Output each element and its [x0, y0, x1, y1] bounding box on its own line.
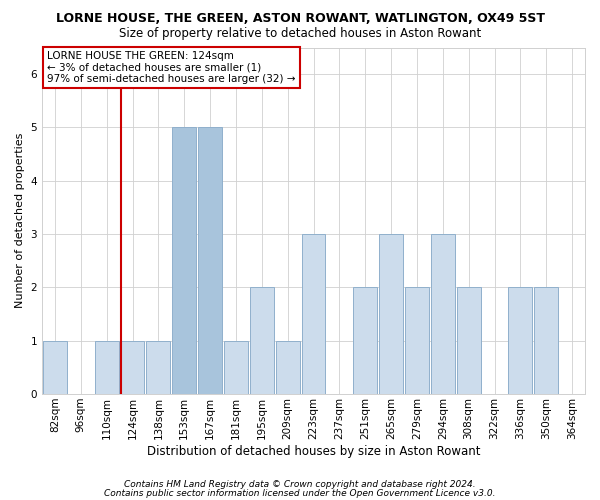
Text: Size of property relative to detached houses in Aston Rowant: Size of property relative to detached ho… [119, 28, 481, 40]
Bar [121, 340, 145, 394]
Y-axis label: Number of detached properties: Number of detached properties [15, 133, 25, 308]
Bar [224, 340, 248, 394]
Bar [508, 288, 532, 394]
Bar [276, 340, 299, 394]
Bar [302, 234, 325, 394]
Bar [353, 288, 377, 394]
Bar [43, 340, 67, 394]
Bar [95, 340, 119, 394]
Bar [405, 288, 429, 394]
Bar [431, 234, 455, 394]
Bar [535, 288, 558, 394]
Text: LORNE HOUSE, THE GREEN, ASTON ROWANT, WATLINGTON, OX49 5ST: LORNE HOUSE, THE GREEN, ASTON ROWANT, WA… [56, 12, 545, 26]
Bar [379, 234, 403, 394]
Text: Contains HM Land Registry data © Crown copyright and database right 2024.: Contains HM Land Registry data © Crown c… [124, 480, 476, 489]
Bar [457, 288, 481, 394]
Text: Contains public sector information licensed under the Open Government Licence v3: Contains public sector information licen… [104, 488, 496, 498]
Bar [146, 340, 170, 394]
X-axis label: Distribution of detached houses by size in Aston Rowant: Distribution of detached houses by size … [147, 444, 480, 458]
Bar [198, 128, 222, 394]
Bar [250, 288, 274, 394]
Text: LORNE HOUSE THE GREEN: 124sqm
← 3% of detached houses are smaller (1)
97% of sem: LORNE HOUSE THE GREEN: 124sqm ← 3% of de… [47, 51, 296, 84]
Bar [172, 128, 196, 394]
